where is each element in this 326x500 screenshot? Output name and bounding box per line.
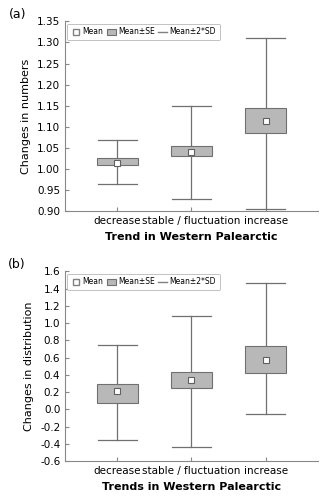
Bar <box>171 146 212 156</box>
Bar <box>97 158 138 165</box>
Bar <box>171 372 212 388</box>
Bar <box>245 346 286 373</box>
Y-axis label: Changes in numbers: Changes in numbers <box>22 58 31 174</box>
Bar <box>245 108 286 133</box>
X-axis label: Trend in Western Palearctic: Trend in Western Palearctic <box>105 232 278 241</box>
Y-axis label: Changes in distribution: Changes in distribution <box>24 302 35 431</box>
Text: (b): (b) <box>8 258 26 272</box>
X-axis label: Trends in Western Palearctic: Trends in Western Palearctic <box>102 482 281 492</box>
Text: (a): (a) <box>8 8 26 22</box>
Bar <box>97 384 138 402</box>
Legend: Mean, Mean±SE, Mean±2*SD: Mean, Mean±SE, Mean±2*SD <box>67 274 220 290</box>
Legend: Mean, Mean±SE, Mean±2*SD: Mean, Mean±SE, Mean±2*SD <box>67 24 220 40</box>
